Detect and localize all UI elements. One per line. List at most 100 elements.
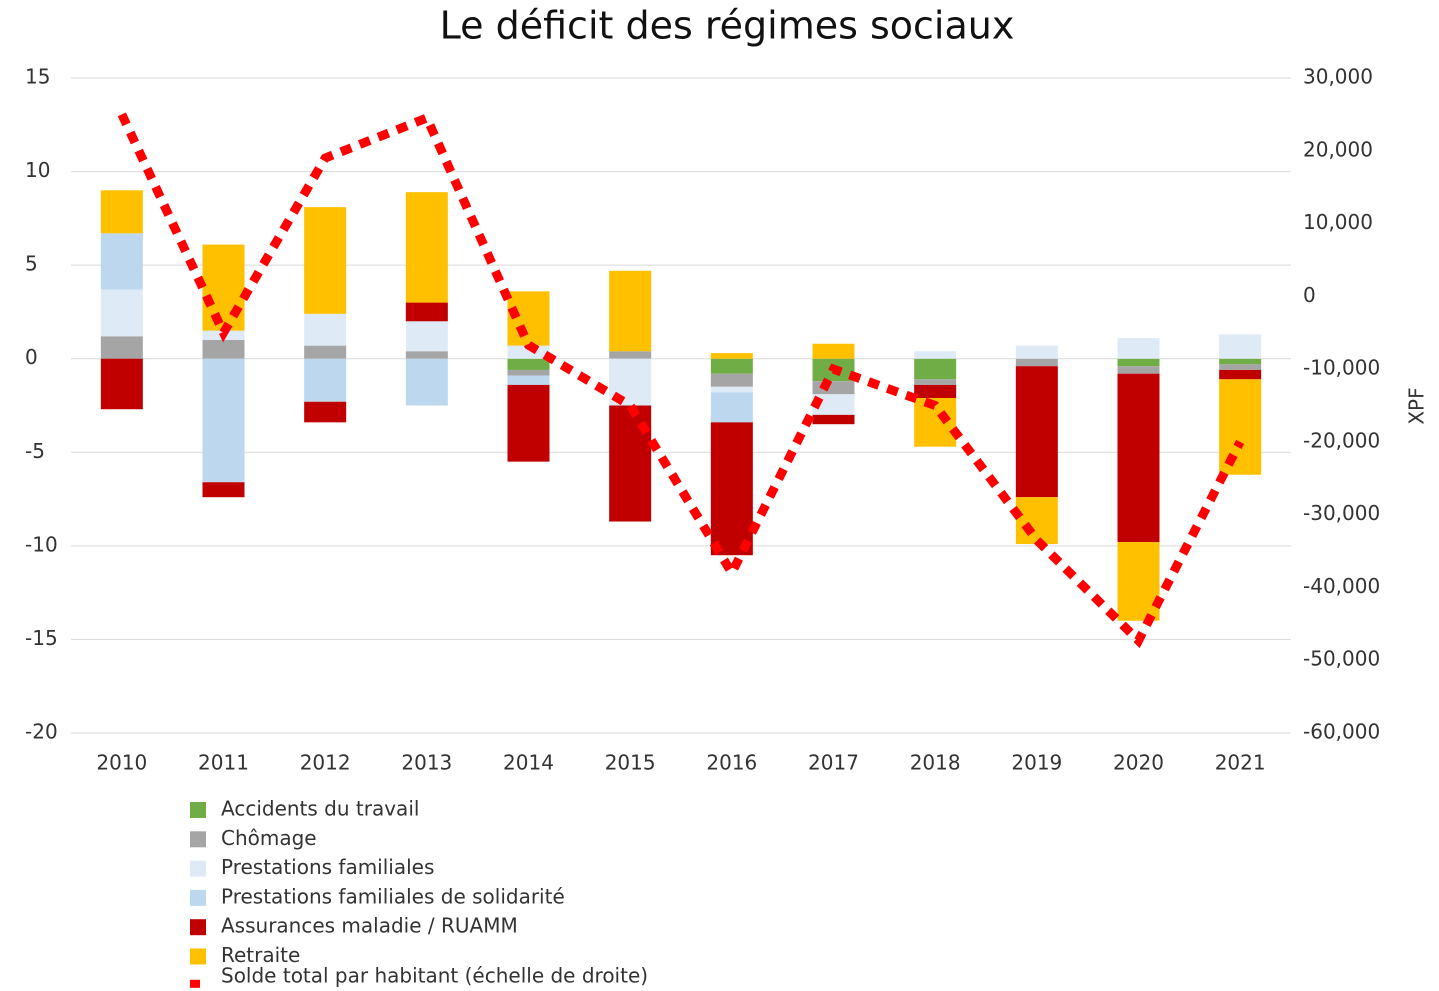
bar-segment <box>812 343 855 359</box>
bar-segment <box>1015 497 1058 544</box>
chart-title: Le déficit des régimes sociaux <box>440 4 1015 48</box>
y2-tick-label: -20,000 <box>1303 428 1380 452</box>
bar-segment <box>1117 366 1160 374</box>
bar-segment <box>609 270 652 352</box>
legend-swatch <box>190 860 206 877</box>
bar-segment <box>202 244 245 331</box>
bar-segment <box>507 384 550 462</box>
y2-tick-label: 30,000 <box>1303 65 1373 89</box>
bar-segment <box>507 345 550 359</box>
bar-segment <box>304 207 347 314</box>
y-tick-label: 15 <box>25 65 50 89</box>
bar-segment <box>304 358 347 402</box>
bar-segment <box>1219 379 1262 475</box>
legend-swatch <box>190 831 206 848</box>
y2-tick-label: -40,000 <box>1303 574 1380 598</box>
bar-segment <box>914 398 957 447</box>
x-tick-label: 2017 <box>808 751 859 775</box>
legend-swatch <box>190 889 206 906</box>
bar-segment <box>710 373 753 387</box>
bar-segment <box>1117 373 1160 543</box>
bar-segment <box>1219 334 1262 359</box>
bar-segment <box>304 345 347 359</box>
bar-segment <box>405 192 448 303</box>
bar-segment <box>304 401 347 423</box>
y2-axis-label: XPF <box>1405 387 1429 424</box>
bar-segment <box>1219 358 1262 365</box>
y-tick-label: 0 <box>25 345 38 369</box>
line-series <box>117 112 1245 649</box>
y2-tick-label: -50,000 <box>1303 647 1380 671</box>
bar-segment <box>405 321 448 352</box>
legend-label: Assurances maladie / RUAMM <box>221 914 518 938</box>
x-tick-label: 2016 <box>706 751 757 775</box>
bar-segment <box>100 289 143 337</box>
legend-label: Prestations familiales <box>221 855 434 879</box>
bar-segment <box>507 369 550 376</box>
bar-segment <box>1117 542 1160 621</box>
bar-segment <box>202 358 245 483</box>
x-tick-label: 2012 <box>300 751 351 775</box>
bar-segment <box>405 358 448 406</box>
bar-segment <box>100 190 143 234</box>
bar-segment <box>914 358 957 380</box>
x-tick-label: 2011 <box>198 751 249 775</box>
y-tick-label: -15 <box>25 626 58 650</box>
legend-label: Solde total par habitant (échelle de dro… <box>221 963 648 987</box>
bar-segment <box>914 351 957 359</box>
bar-segment <box>914 384 957 399</box>
bar-segment <box>202 340 245 359</box>
bar-segment <box>812 381 855 395</box>
y2-tick-label: -30,000 <box>1303 501 1380 525</box>
y2-tick-label: -10,000 <box>1303 356 1380 380</box>
bar-segment <box>1117 338 1160 359</box>
x-tick-label: 2010 <box>96 751 147 775</box>
bar-segment <box>710 386 753 393</box>
legend-swatch <box>190 919 206 936</box>
x-tick-label: 2014 <box>503 751 554 775</box>
bar-segment <box>710 422 753 556</box>
bar-segment <box>100 358 143 410</box>
y2-tick-label: -60,000 <box>1303 720 1380 744</box>
y-tick-label: 5 <box>25 252 38 276</box>
bar-segment <box>710 358 753 374</box>
bar-segment <box>202 482 245 498</box>
legend-label: Retraite <box>221 943 300 967</box>
bar-segment <box>1219 364 1262 370</box>
y-tick-label: -20 <box>25 720 58 744</box>
legend-swatch <box>190 979 200 988</box>
y2-tick-label: 10,000 <box>1303 210 1373 234</box>
bar-segment <box>812 414 855 425</box>
y-tick-label: -10 <box>25 532 58 556</box>
bar-segment <box>507 375 550 385</box>
bar-segment <box>710 392 753 423</box>
legend-swatch <box>190 948 206 965</box>
x-tick-label: 2018 <box>910 751 961 775</box>
bar-segment <box>1015 345 1058 359</box>
bar-segment <box>609 351 652 359</box>
y2-tick-label: 20,000 <box>1303 137 1373 161</box>
y-tick-label: -5 <box>25 439 45 463</box>
bar-segment <box>1117 358 1160 367</box>
bar-segment <box>100 336 143 359</box>
x-tick-label: 2015 <box>605 751 656 775</box>
bar-segment <box>100 233 143 290</box>
legend-label: Accidents du travail <box>221 797 419 821</box>
bar-segment <box>304 313 347 346</box>
bar-segment <box>405 302 448 322</box>
bar-segment <box>1015 358 1058 367</box>
x-tick-label: 2019 <box>1011 751 1062 775</box>
legend-swatch <box>190 802 206 818</box>
bar-segment <box>1015 366 1058 498</box>
bar-segment <box>710 353 753 359</box>
x-tick-label: 2013 <box>401 751 452 775</box>
bar-segment <box>507 358 550 370</box>
bar-segment <box>812 394 855 415</box>
x-tick-label: 2020 <box>1113 751 1164 775</box>
bar-segment <box>405 351 448 359</box>
x-tick-label: 2021 <box>1215 751 1266 775</box>
y-tick-label: 10 <box>25 158 50 182</box>
bar-segment <box>1219 369 1262 380</box>
y2-tick-label: 0 <box>1303 283 1316 307</box>
